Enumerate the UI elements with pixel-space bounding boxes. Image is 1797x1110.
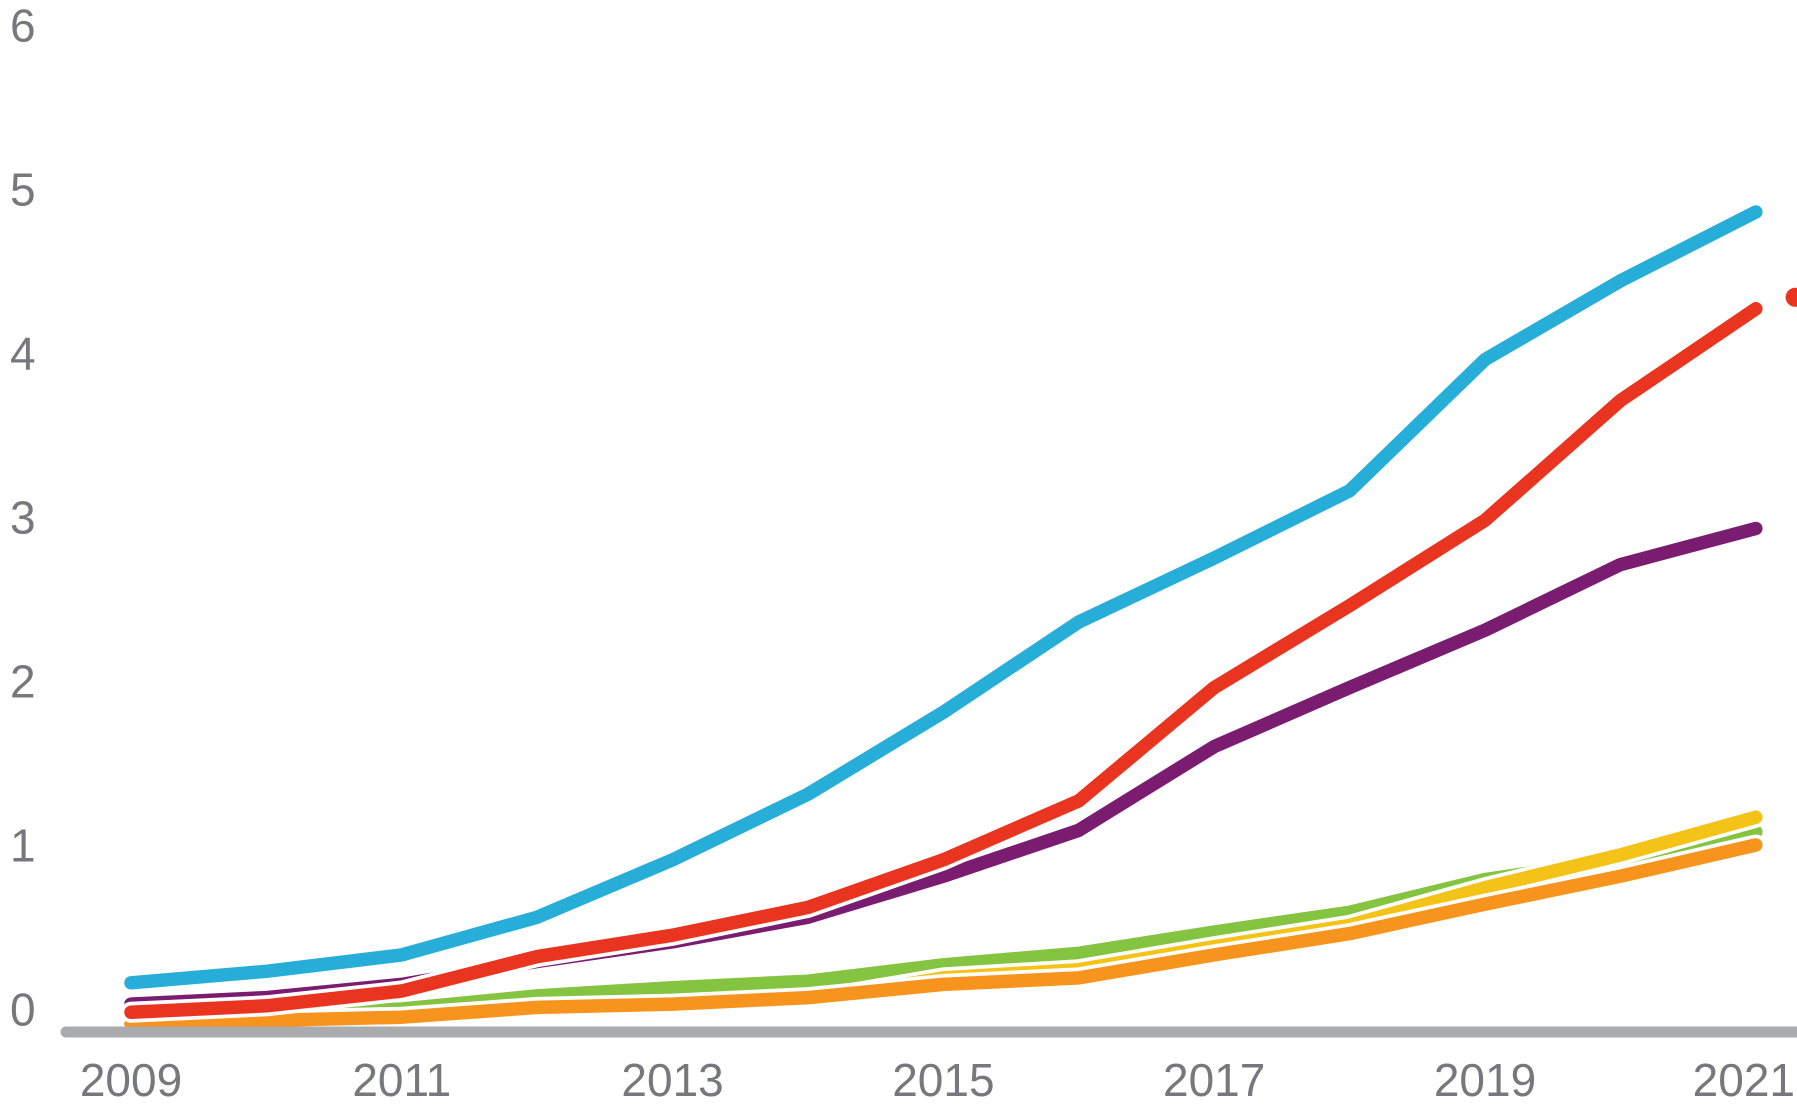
x-axis-label-2019: 2019: [1434, 1054, 1536, 1106]
clipped-endpoint-dot-red: [1785, 287, 1797, 307]
y-axis-label-1: 1: [10, 820, 36, 872]
x-axis-label-2021: 2021: [1693, 1054, 1795, 1106]
x-axis-label-2011: 2011: [352, 1054, 451, 1106]
y-axis-label-0: 0: [10, 984, 36, 1036]
series-line-red: [124, 302, 1763, 1020]
series-halo-purple: [120, 518, 1767, 1015]
y-axis-label-5: 5: [10, 164, 36, 216]
series-line-light-blue: [124, 205, 1763, 990]
y-axis-label-3: 3: [10, 492, 36, 544]
y-axis-label-4: 4: [10, 328, 36, 380]
y-axis-label-2: 2: [10, 656, 36, 708]
x-axis-label-2015: 2015: [892, 1054, 994, 1106]
y-axis-label-6: 6: [10, 0, 36, 52]
series-line-orange: [124, 838, 1763, 1031]
series-line-purple: [124, 521, 1763, 1011]
x-axis-label-2013: 2013: [621, 1054, 723, 1106]
x-axis-label-2009: 2009: [80, 1054, 182, 1106]
x-axis-label-2017: 2017: [1163, 1054, 1265, 1106]
